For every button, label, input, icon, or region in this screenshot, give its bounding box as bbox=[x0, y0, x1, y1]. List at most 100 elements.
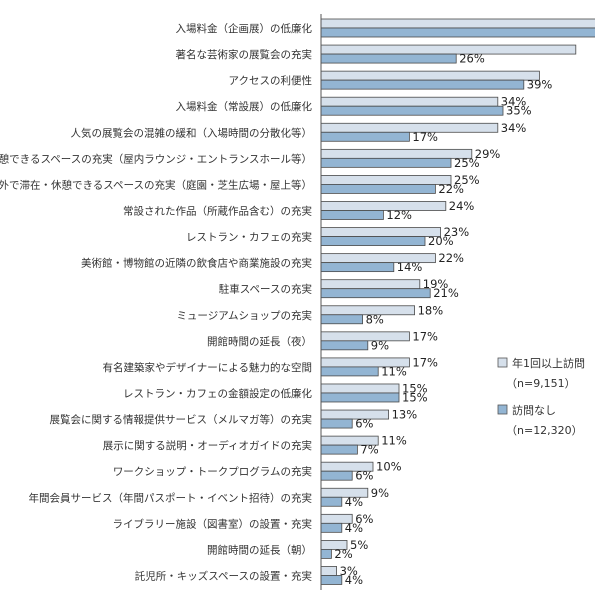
category-label: 有名建築家やデザイナーによる魅力的な空間 bbox=[103, 361, 312, 374]
value-label: 34% bbox=[501, 121, 527, 135]
legend-swatch-series-2 bbox=[497, 404, 508, 415]
category-label: 入場料金（企画展）の低廉化 bbox=[176, 22, 313, 35]
value-label: 9% bbox=[371, 338, 389, 352]
bar-series-2 bbox=[320, 262, 395, 273]
legend-swatch-series-1 bbox=[497, 357, 508, 368]
legend-label-series-2: 訪問なし bbox=[512, 403, 556, 417]
bar-series-1 bbox=[320, 96, 499, 107]
value-label: 13% bbox=[392, 408, 418, 422]
category-label: レストラン・カフェの金額設定の低廉化 bbox=[123, 387, 312, 400]
category-label: 開館時間の延長（朝） bbox=[207, 543, 312, 556]
value-label: 8% bbox=[366, 312, 384, 326]
category-label: 美術館・博物館の近隣の飲食店や商業施設の充実 bbox=[81, 257, 312, 270]
bar-series-1 bbox=[320, 566, 338, 576]
value-label: 39% bbox=[527, 78, 553, 92]
value-label: 15% bbox=[402, 390, 428, 404]
value-label: 12% bbox=[386, 208, 412, 222]
bar-series-2 bbox=[320, 105, 504, 116]
bar-series-2 bbox=[320, 470, 353, 481]
category-label: 開館時間の延長（夜） bbox=[207, 335, 312, 348]
category-label: ライブラリー施設（図書室）の設置・充実 bbox=[113, 517, 313, 530]
bar-series-2 bbox=[320, 157, 452, 168]
value-label: 11% bbox=[381, 434, 407, 448]
value-label: 22% bbox=[438, 251, 464, 265]
bar-series-1 bbox=[320, 279, 421, 290]
bar-series-2 bbox=[320, 288, 431, 299]
bar-series-1 bbox=[320, 383, 400, 394]
legend-note-series-2: （n=12,320） bbox=[506, 424, 583, 437]
value-label: 23% bbox=[444, 225, 470, 239]
value-label: 14% bbox=[397, 260, 423, 274]
bar-series-2 bbox=[320, 522, 343, 533]
bar-series-2 bbox=[320, 340, 369, 351]
value-label: 35% bbox=[506, 104, 532, 118]
category-label: 著名な芸術家の展覧会の充実 bbox=[176, 48, 313, 61]
category-labels: 入場料金（企画展）の低廉化著名な芸術家の展覧会の充実アクセスの利便性入場料金（常… bbox=[0, 22, 312, 582]
value-label: 5% bbox=[350, 538, 368, 552]
value-label: 26% bbox=[459, 52, 485, 66]
bar-series-1 bbox=[320, 70, 540, 81]
value-label: 3% bbox=[340, 564, 358, 578]
value-label: 21% bbox=[433, 286, 459, 300]
category-label: ミュージアムショップの充実 bbox=[176, 309, 312, 322]
value-label: 4% bbox=[345, 521, 363, 535]
bar-series-2 bbox=[320, 236, 426, 246]
bar-series-1 bbox=[320, 44, 577, 55]
bar-series-2 bbox=[320, 314, 363, 325]
value-label: 18% bbox=[418, 303, 444, 317]
value-label: 29% bbox=[475, 147, 501, 161]
legend: 年1回以上訪問 （n=9,151） 訪問なし （n=12,320） bbox=[497, 356, 585, 437]
value-label: 4% bbox=[345, 495, 363, 509]
category-label: レストラン・カフェの充実 bbox=[186, 231, 312, 244]
category-label: アクセスの利便性 bbox=[229, 74, 312, 87]
legend-note-series-1: （n=9,151） bbox=[506, 377, 576, 390]
category-label: 館内で滞在・休憩できるスペースの充実（屋内ラウンジ・エントランスホール等） bbox=[0, 152, 312, 165]
category-label: 展覧会に関する情報提供サービス（メルマガ等）の充実 bbox=[50, 413, 313, 426]
category-label: 駐車スペースの充実 bbox=[219, 283, 313, 296]
value-label: 19% bbox=[423, 277, 449, 291]
category-label: 常設された作品（所蔵作品含む）の充実 bbox=[123, 204, 312, 217]
category-label: 屋外で滞在・休憩できるスペースの充実（庭園・芝生広場・屋上等） bbox=[0, 178, 312, 191]
bar-series-2 bbox=[320, 27, 595, 38]
bar-series-1 bbox=[320, 201, 447, 211]
bar-series-2 bbox=[320, 79, 525, 90]
value-label: 10% bbox=[376, 460, 402, 474]
bar-series-2 bbox=[320, 418, 353, 429]
category-label: 人気の展覧会の混雑の緩和（入場時間の分散化等） bbox=[71, 126, 313, 139]
bar-series-1 bbox=[320, 122, 499, 133]
value-label: 6% bbox=[355, 417, 373, 431]
bar-series-2 bbox=[320, 496, 343, 507]
value-label: 17% bbox=[412, 329, 438, 343]
value-label: 25% bbox=[454, 173, 480, 187]
bar-series-2 bbox=[320, 131, 410, 142]
category-label: 託児所・キッズスペースの設置・充実 bbox=[135, 569, 313, 582]
legend-label-series-1: 年1回以上訪問 bbox=[512, 356, 585, 370]
bar-series-1 bbox=[320, 227, 441, 237]
value-label: 20% bbox=[428, 234, 454, 248]
category-label: 入場料金（常設展）の低廉化 bbox=[176, 100, 313, 113]
value-label: 17% bbox=[412, 355, 438, 369]
bar-series-2 bbox=[320, 549, 332, 559]
value-label: 22% bbox=[438, 182, 464, 196]
value-label: 15% bbox=[402, 381, 428, 395]
value-label: 6% bbox=[355, 512, 373, 526]
bar-series-1 bbox=[320, 18, 595, 29]
bar-series-2 bbox=[320, 210, 384, 220]
bar-series-1 bbox=[320, 148, 473, 159]
value-label: 6% bbox=[355, 469, 373, 483]
value-labels: 26%39%34%35%34%17%29%25%25%22%24%12%23%2… bbox=[334, 52, 552, 587]
bar-series-2 bbox=[320, 184, 436, 194]
bar-series-2 bbox=[320, 53, 457, 64]
value-label: 2% bbox=[334, 547, 352, 561]
bar-series-2 bbox=[320, 392, 400, 403]
category-label: ワークショップ・トークプログラムの充実 bbox=[113, 465, 313, 478]
value-label: 25% bbox=[454, 156, 480, 170]
bar-series-2 bbox=[320, 444, 358, 455]
bars bbox=[320, 18, 595, 585]
value-label: 24% bbox=[449, 199, 475, 213]
value-label: 7% bbox=[360, 443, 378, 457]
value-label: 4% bbox=[345, 573, 363, 587]
category-label: 年間会員サービス（年間パスポート・イベント招待）の充実 bbox=[29, 491, 313, 504]
bar-series-1 bbox=[320, 175, 452, 185]
